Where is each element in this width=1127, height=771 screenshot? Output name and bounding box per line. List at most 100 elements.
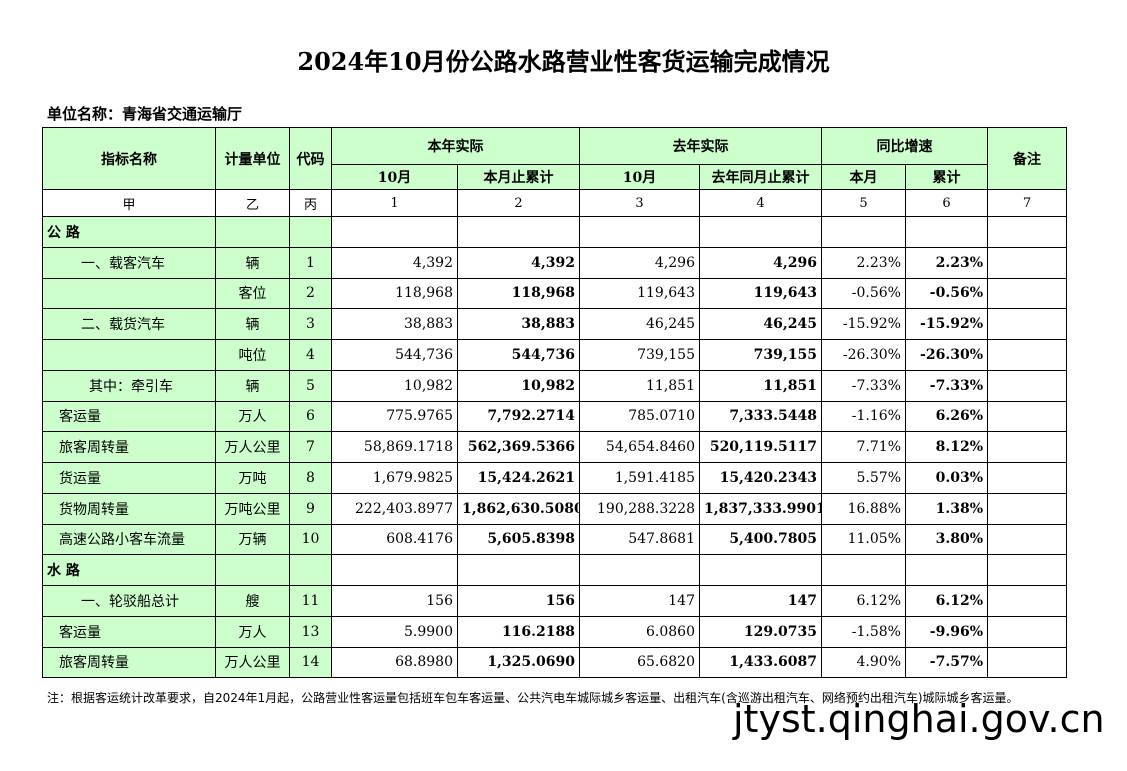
last-month-value: 190,288.3228 (579, 492, 700, 525)
month-value: 10,982 (331, 369, 458, 402)
cumulative-growth: -7.57% (905, 646, 988, 679)
row-code: 8 (289, 462, 332, 494)
section-name: 公 路 (42, 216, 216, 248)
empty-cell (821, 554, 906, 586)
header-cumulative: 累计 (905, 164, 988, 190)
measure-unit: 吨位 (215, 339, 290, 371)
last-month-value: 54,654.8460 (579, 431, 700, 463)
empty-cell (457, 216, 580, 248)
cumulative-value: 38,883 (457, 308, 580, 340)
measure-unit: 万吨 (215, 462, 290, 494)
cumulative-growth: -7.33% (905, 369, 988, 402)
cumulative-growth: -15.92% (905, 308, 988, 340)
month-value: 608.4176 (331, 523, 458, 556)
last-cumulative-value: 739,155 (699, 339, 822, 371)
indicator-name: 客运量 (42, 400, 216, 433)
watermark: jtyst.qinghai.gov.cn (733, 697, 1105, 741)
remark-cell (987, 462, 1067, 494)
last-cumulative-value: 1,433.6087 (699, 646, 822, 679)
cumulative-value: 15,424.2621 (457, 462, 580, 494)
last-cumulative-value: 119,643 (699, 277, 822, 310)
header-growth: 同比增速 (821, 127, 988, 165)
index-cell: 6 (905, 189, 988, 217)
indicator-name: 一、载客汽车 (42, 246, 216, 279)
cumulative-value: 116.2188 (457, 615, 580, 648)
cumulative-growth: 2.23% (905, 246, 988, 279)
empty-cell (579, 554, 700, 586)
empty-cell (331, 554, 458, 586)
row-code: 14 (289, 646, 332, 679)
month-growth: 16.88% (821, 492, 906, 525)
indicator-name: 高速公路小客车流量 (42, 523, 216, 556)
measure-unit: 万辆 (215, 523, 290, 556)
table-row: 一、轮驳船总计艘 11 156 156 147 147 6.12% 6.12% (42, 585, 1067, 617)
section-name: 水 路 (42, 554, 216, 586)
row-code: 5 (289, 369, 332, 402)
index-cell: 4 (699, 189, 822, 217)
indicator-name: 其中：牵引车 (42, 369, 216, 402)
month-growth: 2.23% (821, 246, 906, 279)
unit-label: 单位名称：青海省交通运输厅 (47, 105, 243, 123)
index-row: 甲 乙 丙 1 2 3 4 5 6 7 (42, 189, 1067, 217)
cumulative-growth: -26.30% (905, 339, 988, 371)
table-row: 二、载货汽车辆 3 38,883 38,883 46,245 46,245 -15.92% -… (42, 308, 1067, 340)
empty-cell (215, 216, 290, 248)
last-month-value: 547.8681 (579, 523, 700, 556)
empty-cell (905, 216, 988, 248)
index-cell: 1 (331, 189, 458, 217)
table-row: 客运量 万人 6 775.9765 7,792.2714 785.0710 7,333.54… (42, 400, 1067, 433)
month-value: 38,883 (331, 308, 458, 340)
month-value: 1,679.9825 (331, 462, 458, 494)
measure-unit: 万人公里 (215, 646, 290, 679)
cumulative-growth: -9.96% (905, 615, 988, 648)
cumulative-value: 5,605.8398 (457, 523, 580, 556)
last-cumulative-value: 5,400.7805 (699, 523, 822, 556)
indicator-name: 货运量 (42, 462, 216, 494)
month-growth: -0.56% (821, 277, 906, 310)
last-month-value: 739,155 (579, 339, 700, 371)
month-growth: -1.58% (821, 615, 906, 648)
empty-cell (457, 554, 580, 586)
last-month-value: 147 (579, 585, 700, 617)
indicator-name: 客运量 (42, 615, 216, 648)
empty-cell (821, 216, 906, 248)
empty-cell (331, 216, 458, 248)
row-code: 1 (289, 246, 332, 279)
row-code: 6 (289, 400, 332, 433)
remark-cell (987, 369, 1067, 402)
measure-unit: 万吨公里 (215, 492, 290, 525)
table-row: 旅客周转量 万人公里 14 68.8980 1,325.0690 65.6820 1,433… (42, 646, 1067, 679)
table-row: 其中：牵引车辆 5 10,982 10,982 11,851 11,851 -7.33% -7… (42, 369, 1067, 402)
index-cell: 5 (821, 189, 906, 217)
header-last-year: 去年实际 (579, 127, 822, 165)
index-cell: 甲 (42, 189, 216, 217)
table-row: 高速公路小客车流量 万辆 10 608.4176 5,605.8398 547.8681 5… (42, 523, 1067, 556)
table-row: 旅客周转量 万人公里 7 58,869.1718 562,369.5366 54,654.… (42, 431, 1067, 463)
cumulative-value: 118,968 (457, 277, 580, 310)
month-growth: -1.16% (821, 400, 906, 433)
header-code: 代码 (289, 127, 332, 190)
month-growth: 11.05% (821, 523, 906, 556)
row-code: 10 (289, 523, 332, 556)
last-cumulative-value: 7,333.5448 (699, 400, 822, 433)
table-row: 客运量 万人 13 5.9900 116.2188 6.0860 129.0735 -1.58… (42, 615, 1067, 648)
measure-unit: 客位 (215, 277, 290, 310)
last-month-value: 6.0860 (579, 615, 700, 648)
remark-cell (987, 246, 1067, 279)
month-value: 4,392 (331, 246, 458, 279)
page-title: 2024年10月份公路水路营业性客货运输完成情况 (297, 47, 830, 76)
month-value: 156 (331, 585, 458, 617)
empty-cell (987, 554, 1067, 586)
row-code: 9 (289, 492, 332, 525)
last-month-value: 119,643 (579, 277, 700, 310)
measure-unit: 辆 (215, 308, 290, 340)
cumulative-growth: 6.12% (905, 585, 988, 617)
last-month-value: 4,296 (579, 246, 700, 279)
last-month-value: 785.0710 (579, 400, 700, 433)
month-value: 775.9765 (331, 400, 458, 433)
empty-cell (905, 554, 988, 586)
cumulative-value: 1,862,630.5080 (457, 492, 580, 525)
month-growth: 6.12% (821, 585, 906, 617)
remark-cell (987, 492, 1067, 525)
header-cum-last: 去年同月止累计 (699, 164, 822, 190)
